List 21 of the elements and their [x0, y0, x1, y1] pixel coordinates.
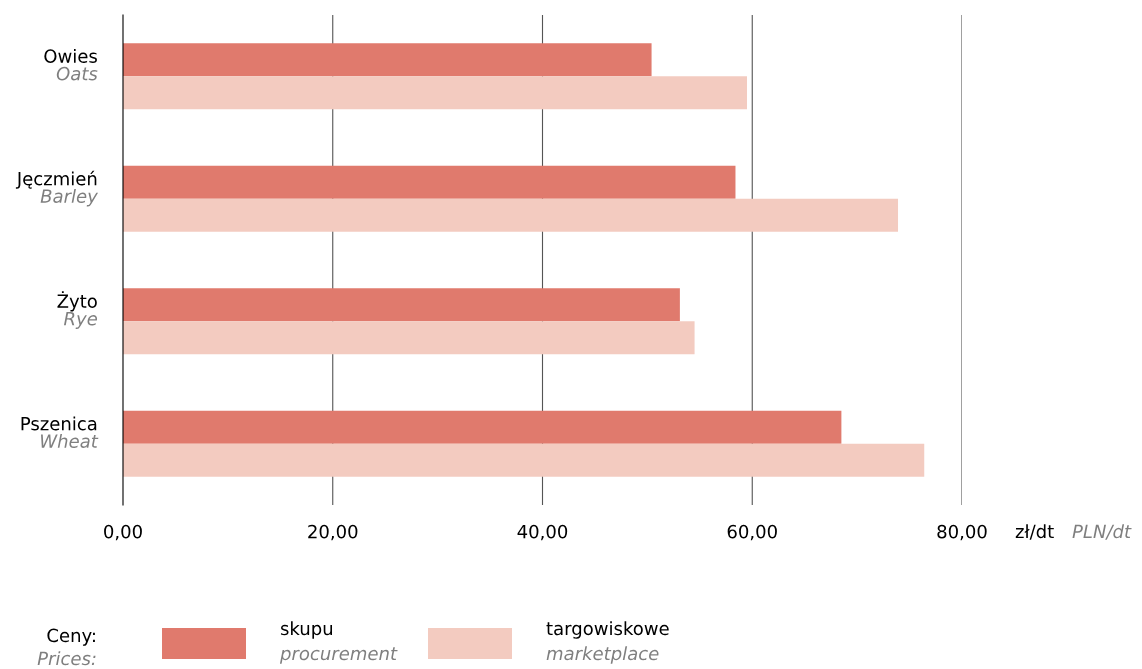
bar [123, 443, 925, 477]
bar [123, 198, 899, 232]
bar [123, 76, 748, 110]
y-tick-label: Żyto Rye [57, 291, 98, 329]
x-tick-label: 20,00 [308, 524, 358, 541]
x-tick-label: 80,00 [937, 524, 987, 541]
x-axis-title: zł/dt PLN/dt [1015, 524, 1132, 540]
bar [123, 410, 842, 444]
y-tick-label: Jęczmień Barley [15, 170, 99, 207]
bar [123, 288, 680, 322]
bar [123, 43, 652, 77]
x-tick-label: 0,00 [104, 524, 142, 541]
legend-label: skupu procurement [279, 621, 398, 664]
x-tick-label: 40,00 [517, 524, 568, 541]
y-tick-label: Owies Oats [44, 48, 98, 81]
bar [123, 165, 736, 199]
legend-label: targowiskowe marketplace [546, 621, 669, 664]
bar [123, 321, 695, 355]
y-tick-label: Pszenica Wheat [21, 416, 99, 448]
x-tick-label: 60,00 [727, 524, 777, 541]
legend-title: Ceny: Prices: [37, 628, 96, 666]
